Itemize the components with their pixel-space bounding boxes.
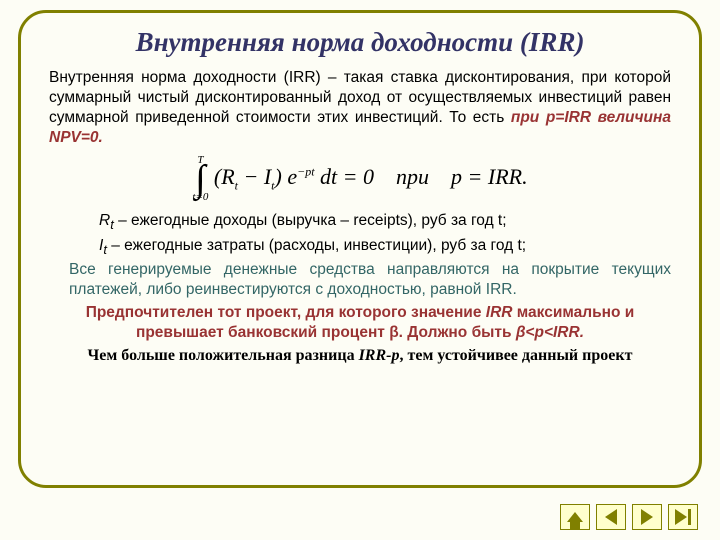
integrand: (Rt − It) e−pt dt = 0 при p = IRR. [214,164,528,189]
end-icon [675,509,691,525]
formula-eq: p = IRR. [451,164,528,189]
legend-i: It – ежегодные затраты (расходы, инвести… [49,236,671,259]
legend-r: Rt – ежегодные доходы (выручка – receipt… [49,211,671,234]
nav-end-button[interactable] [668,504,698,530]
integral-limits: T ∫ t=0 [192,155,208,204]
slide-frame: Внутренняя норма доходности (IRR) Внутре… [18,10,702,488]
formula-when: при [396,164,429,189]
definition-text: Внутренняя норма доходности (IRR) – така… [49,68,671,149]
home-icon [567,512,583,522]
triangle-left-icon [605,509,617,525]
nav-prev-button[interactable] [596,504,626,530]
triangle-right-icon [641,509,653,525]
integral-lower: t=0 [192,191,208,203]
slide-title: Внутренняя норма доходности (IRR) [49,27,671,58]
integral-formula: T ∫ t=0 (Rt − It) e−pt dt = 0 при p = IR… [49,155,671,204]
reinvest-note: Все генерируемые денежные средства напра… [49,260,671,300]
preference-text: Предпочтителен тот проект, для которого … [49,303,671,343]
nav-bar [560,504,698,530]
nav-next-button[interactable] [632,504,662,530]
final-note: Чем больше положительная разница IRR-p, … [49,347,671,365]
integral-sign: ∫ [195,166,205,193]
nav-home-button[interactable] [560,504,590,530]
